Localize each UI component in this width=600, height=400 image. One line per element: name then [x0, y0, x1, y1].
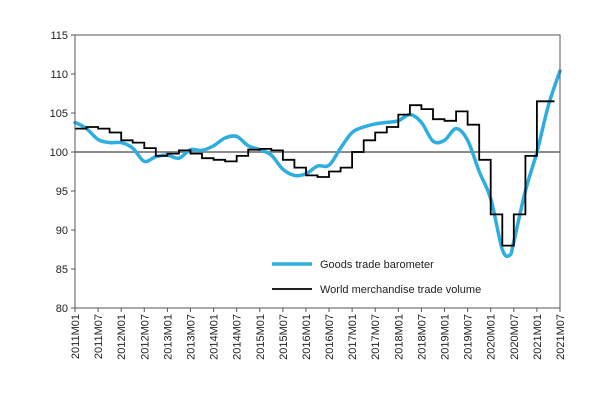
x-tick-label: 2018M07 — [416, 314, 428, 360]
y-tick-label: 95 — [56, 186, 68, 198]
plot-area — [74, 34, 561, 309]
legend: Goods trade barometer World merchandise t… — [272, 259, 481, 296]
y-tick-label: 105 — [50, 108, 68, 120]
x-tick-label: 2012M07 — [139, 314, 151, 360]
x-tick-label: 2021M07 — [555, 314, 567, 360]
y-tick-label: 90 — [56, 225, 68, 237]
x-tick-label: 2016M01 — [301, 314, 313, 360]
y-tick-label: 110 — [50, 69, 68, 81]
x-tick-label: 2016M07 — [324, 314, 336, 360]
y-tick-label: 80 — [56, 303, 68, 315]
x-tick-label: 2014M07 — [232, 314, 244, 360]
x-tick-label: 2019M07 — [463, 314, 475, 360]
y-axis-ticks: 80 85 90 95 100 105 110 115 — [50, 30, 75, 315]
x-tick-label: 2014M01 — [209, 314, 221, 360]
x-tick-label: 2019M01 — [440, 314, 452, 360]
x-tick-label: 2015M01 — [255, 314, 267, 360]
y-tick-label: 100 — [50, 147, 68, 159]
x-tick-label: 2015M07 — [278, 314, 290, 360]
x-tick-label: 2017M07 — [370, 314, 382, 360]
x-tick-label: 2011M01 — [70, 314, 82, 359]
x-tick-label: 2017M01 — [347, 314, 359, 360]
series-lines — [73, 69, 562, 259]
legend-label: Goods trade barometer — [320, 259, 434, 271]
x-tick-label: 2020M07 — [509, 314, 521, 360]
x-tick-label: 2018M01 — [393, 314, 405, 360]
x-tick-label: 2012M01 — [116, 314, 128, 360]
x-tick-label: 2013M01 — [162, 314, 174, 360]
y-tick-label: 115 — [50, 30, 68, 42]
x-tick-label: 2020M01 — [486, 314, 498, 360]
y-tick-label: 85 — [56, 264, 68, 276]
legend-label: World merchandise trade volume — [320, 284, 481, 296]
x-tick-label: 2021M01 — [532, 314, 544, 360]
series-line-world-merchandise-trade-volume — [75, 100, 555, 247]
x-axis-ticks: 2011M01 2011M07 2012M01 2012M07 2013M01 2013M… — [70, 308, 567, 360]
x-tick-label: 2013M07 — [185, 314, 197, 360]
series-line-goods-trade-barometer — [73, 69, 562, 259]
x-tick-label: 2011M07 — [93, 314, 105, 359]
